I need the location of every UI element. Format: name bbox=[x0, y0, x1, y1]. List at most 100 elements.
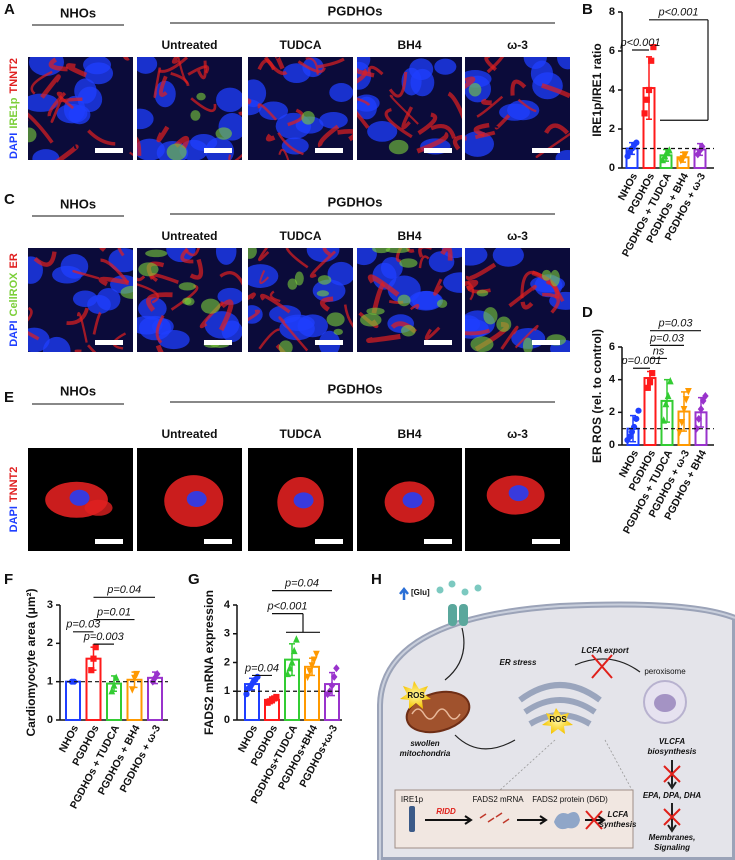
nucleus bbox=[367, 121, 398, 142]
signal bbox=[219, 271, 242, 286]
vlcfa-label: VLCFA bbox=[659, 737, 685, 746]
point bbox=[112, 673, 120, 681]
signal bbox=[258, 248, 270, 262]
signal bbox=[326, 312, 345, 327]
ros-label: ROS bbox=[549, 715, 567, 724]
y-axis-label: IRE1p/IRE1 ratio bbox=[590, 43, 604, 136]
signal bbox=[550, 269, 560, 287]
glutamate bbox=[461, 588, 469, 596]
signal bbox=[395, 248, 403, 263]
signal bbox=[40, 74, 61, 99]
peroxisome-label: peroxisome bbox=[644, 667, 686, 676]
signal bbox=[201, 298, 221, 314]
signal bbox=[541, 269, 552, 281]
nucleus bbox=[319, 111, 348, 129]
point bbox=[284, 669, 291, 678]
signal bbox=[541, 83, 570, 99]
signal bbox=[357, 68, 367, 84]
nucleus bbox=[409, 58, 434, 81]
nucleus bbox=[380, 256, 403, 279]
nucleus bbox=[523, 57, 547, 70]
significance-label: p<0.001 bbox=[266, 601, 307, 613]
signal bbox=[317, 57, 345, 69]
micrograph bbox=[465, 57, 570, 160]
micrograph bbox=[137, 248, 242, 352]
signal bbox=[48, 57, 68, 72]
nucleus bbox=[215, 248, 237, 265]
signal bbox=[87, 129, 116, 146]
nucleus bbox=[74, 78, 97, 104]
signal bbox=[500, 325, 519, 350]
signal bbox=[196, 92, 206, 101]
stain: TNNT2 bbox=[8, 58, 20, 93]
micrograph bbox=[465, 248, 570, 352]
point bbox=[676, 428, 683, 437]
micrograph bbox=[28, 448, 133, 551]
significance-label: p=0.01 bbox=[96, 606, 131, 618]
signal bbox=[55, 144, 79, 160]
ire1p: IRE1p bbox=[401, 795, 424, 804]
scale-bar bbox=[532, 340, 560, 345]
er bbox=[518, 682, 602, 703]
up-arrow bbox=[399, 586, 409, 600]
condition-label: ω-3 bbox=[507, 427, 528, 441]
condition-label: Untreated bbox=[161, 38, 217, 52]
y-tick-label: 2 bbox=[47, 637, 53, 649]
signal bbox=[357, 68, 375, 78]
signal bbox=[137, 136, 142, 156]
y-tick-label: 3 bbox=[47, 599, 53, 611]
signal bbox=[277, 132, 304, 156]
panel-label: D bbox=[582, 304, 593, 321]
ros-burst bbox=[542, 708, 573, 734]
signal bbox=[28, 331, 40, 341]
nucleus bbox=[443, 272, 462, 293]
ros-label: ROS bbox=[407, 691, 425, 700]
signal bbox=[476, 289, 489, 297]
scale-bar bbox=[424, 340, 452, 345]
signal bbox=[385, 248, 410, 254]
scale-bar bbox=[204, 148, 232, 153]
er-stress: ER stress bbox=[500, 658, 537, 667]
scale-bar bbox=[204, 340, 232, 345]
micrograph bbox=[357, 448, 462, 551]
signal bbox=[248, 248, 257, 259]
stain-label: DAPI CellROX ER bbox=[8, 253, 20, 347]
mito-label: mitochondria bbox=[400, 749, 451, 758]
condition-label: ω-3 bbox=[507, 38, 528, 52]
signal bbox=[123, 57, 130, 61]
fatty-acids: EPA, DPA, DHA bbox=[643, 791, 702, 800]
panel-label: B bbox=[582, 1, 593, 18]
nucleus bbox=[32, 149, 60, 160]
signal bbox=[510, 79, 527, 96]
signal bbox=[265, 133, 276, 142]
condition-label: BH4 bbox=[397, 427, 421, 441]
point bbox=[635, 407, 642, 414]
nucleus bbox=[157, 329, 190, 350]
ridd: RIDD bbox=[436, 807, 456, 816]
y-tick-label: 1 bbox=[224, 685, 230, 697]
significance-label: p<0.001 bbox=[657, 7, 698, 19]
signal bbox=[260, 293, 291, 314]
signal bbox=[158, 57, 189, 73]
signal bbox=[238, 111, 242, 116]
significance-label: ns bbox=[653, 345, 665, 357]
diagram: [Glu] ER stress LCFA export peroxisome R… bbox=[377, 580, 735, 860]
nucleus bbox=[387, 275, 421, 304]
signal bbox=[257, 58, 276, 71]
point bbox=[313, 650, 320, 659]
y-tick-label: 6 bbox=[609, 341, 615, 353]
signal bbox=[30, 70, 53, 95]
y-tick-label: 8 bbox=[609, 6, 615, 18]
mrna-fragments bbox=[479, 812, 510, 824]
stain: DAPI bbox=[8, 321, 20, 347]
signal bbox=[218, 299, 234, 332]
nucleus bbox=[186, 491, 207, 508]
signal bbox=[468, 83, 482, 97]
signal bbox=[508, 284, 537, 308]
signal bbox=[367, 274, 400, 297]
transporter bbox=[448, 604, 457, 626]
signal bbox=[278, 148, 290, 160]
signal bbox=[60, 97, 83, 104]
condition-label: Untreated bbox=[161, 229, 217, 243]
signal bbox=[418, 255, 430, 269]
